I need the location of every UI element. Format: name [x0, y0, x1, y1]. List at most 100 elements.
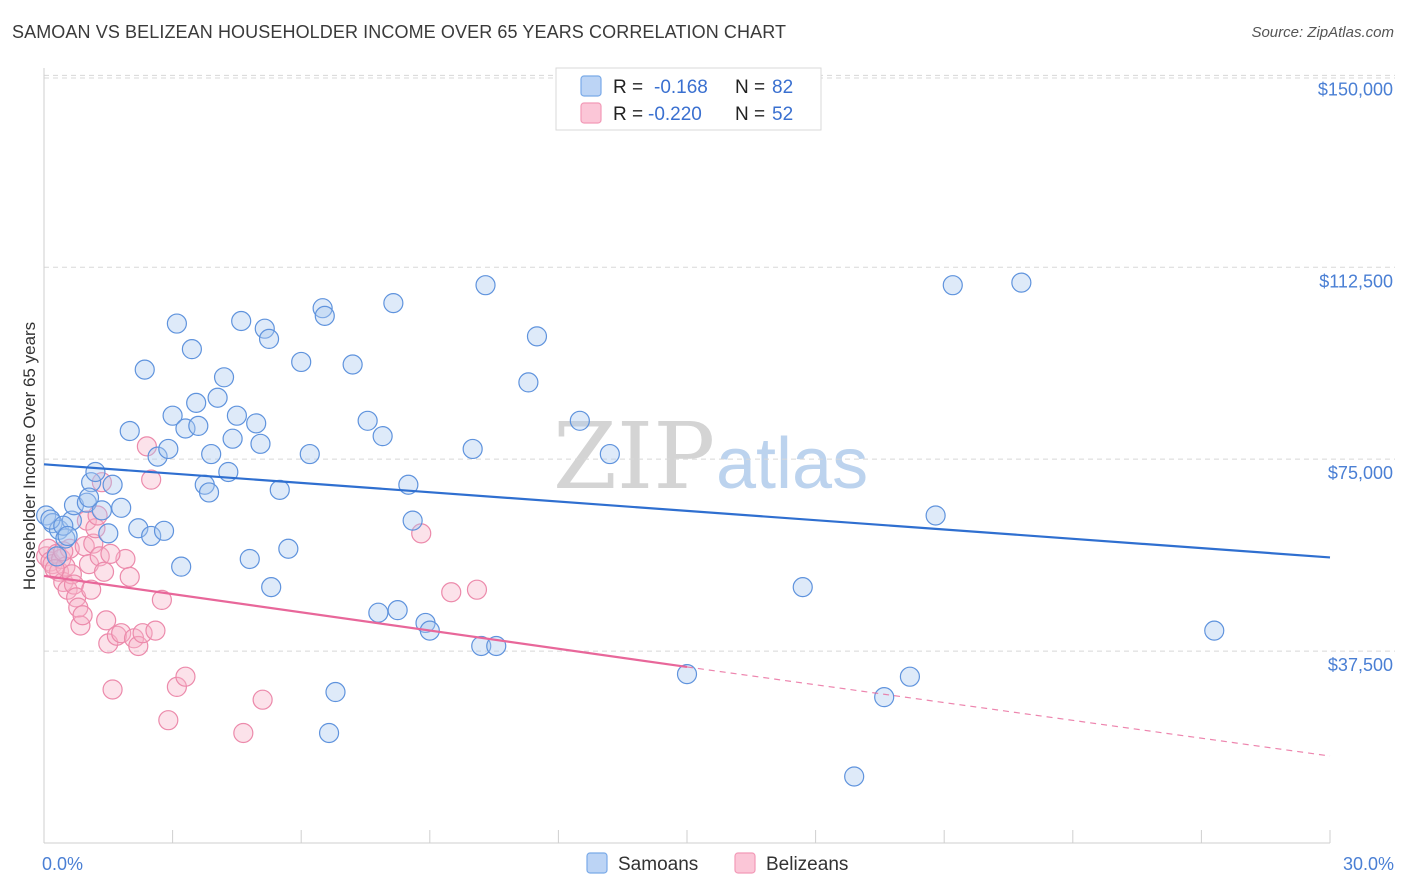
samoan-point: [53, 515, 74, 536]
y-tick-label: $150,000: [1318, 79, 1393, 99]
belizean-point: [128, 635, 149, 657]
samoan-point: [213, 367, 235, 388]
samoan-point: [792, 577, 813, 598]
belizean-point: [132, 623, 153, 644]
y-axis-label: Householder Income Over 65 years: [20, 322, 39, 590]
legend-r-value-belizeans: -0.220: [648, 104, 702, 125]
samoan-point: [166, 313, 187, 334]
chart-title: SAMOAN VS BELIZEAN HOUSEHOLDER INCOME OV…: [12, 22, 787, 42]
belizean-point: [72, 605, 93, 626]
samoan-point: [91, 500, 112, 521]
samoan-point: [98, 523, 119, 544]
belizeans-trend-line: [43, 574, 688, 669]
legend-r-value-samoans: -0.168: [654, 77, 708, 98]
samoans-trend-line: [43, 463, 1331, 559]
legend-n-value-samoans: 82: [772, 77, 793, 98]
samoan-point: [1204, 620, 1225, 641]
samoan-point: [231, 310, 252, 332]
samoan-point: [46, 546, 67, 567]
samoan-point: [222, 428, 243, 449]
belizean-point: [141, 469, 162, 490]
samoan-point: [186, 392, 207, 413]
x-tick-label-min: 0.0%: [42, 854, 83, 874]
samoan-point: [40, 509, 61, 530]
samoan-point: [119, 420, 140, 442]
belizeans-trend-extension: [686, 666, 1331, 757]
samoans-points: [36, 272, 1225, 787]
bottom-legend-swatch-samoans: [586, 852, 608, 874]
belizean-point: [175, 666, 196, 687]
samoan-point: [158, 438, 179, 460]
samoan-point: [471, 635, 492, 657]
samoan-point: [102, 474, 123, 495]
samoan-point: [201, 443, 222, 465]
samoan-point: [246, 413, 267, 434]
watermark-zip: ZIP: [553, 403, 715, 510]
bottom-legend-swatch-belizeans: [734, 852, 756, 874]
belizean-point: [83, 533, 104, 554]
legend-n-value-belizeans: 52: [772, 104, 793, 125]
samoan-point: [147, 446, 168, 467]
y-tick-label: $112,500: [1319, 271, 1393, 291]
samoan-point: [57, 525, 78, 547]
samoan-point: [325, 681, 346, 703]
belizean-point: [119, 566, 140, 587]
belizean-point: [252, 689, 273, 710]
samoan-point: [599, 443, 620, 465]
belizean-point: [44, 559, 65, 580]
belizean-point: [145, 620, 166, 641]
samoan-point: [942, 275, 963, 296]
belizean-point: [441, 582, 462, 603]
samoan-point: [314, 305, 335, 326]
samoan-point: [171, 556, 192, 577]
belizean-point: [93, 561, 115, 582]
samoan-point: [134, 359, 155, 380]
legend-swatch-belizeans: [580, 102, 602, 124]
belizean-point: [96, 610, 117, 631]
samoan-point: [462, 438, 483, 460]
samoan-point: [299, 443, 320, 465]
samoan-point: [128, 518, 149, 539]
samoan-point: [226, 405, 247, 426]
samoan-point: [899, 666, 921, 687]
belizean-point: [70, 615, 91, 636]
samoan-point: [261, 577, 282, 598]
samoan-point: [269, 479, 290, 500]
belizean-point: [166, 676, 187, 698]
axes: [43, 68, 1331, 844]
samoan-point: [254, 318, 275, 339]
belizean-point: [102, 679, 123, 700]
belizean-point: [233, 722, 254, 744]
samoan-point: [85, 461, 106, 483]
samoan-point: [526, 326, 548, 347]
samoan-point: [111, 497, 132, 518]
x-tick-labels: 0.0% 30.0%: [42, 854, 1394, 874]
samoan-point: [569, 410, 590, 431]
samoan-point: [258, 328, 280, 350]
samoan-point: [198, 482, 220, 503]
belizean-point: [158, 710, 179, 731]
x-tick-label-max: 30.0%: [1343, 854, 1394, 874]
samoan-point: [874, 687, 895, 708]
source-credit: Source: ZipAtlas.com: [1251, 24, 1394, 41]
samoan-point: [239, 548, 260, 570]
samoan-point: [402, 510, 423, 531]
correlation-legend: R = -0.168 N = 82 R = -0.220 N = 52: [555, 67, 822, 131]
bottom-legend-samoans: Samoans: [618, 854, 698, 875]
belizean-point: [111, 623, 132, 644]
samoan-point: [181, 339, 202, 360]
legend-swatch-samoans: [580, 75, 602, 97]
samoan-point: [278, 538, 299, 559]
samoan-point: [81, 472, 102, 493]
belizean-point: [100, 543, 121, 564]
belizean-point: [466, 579, 488, 600]
samoan-point: [387, 600, 408, 621]
samoan-point: [207, 387, 228, 408]
samoan-point: [250, 433, 271, 454]
belizean-point: [136, 436, 157, 457]
belizean-point: [151, 589, 172, 611]
samoan-point: [676, 664, 698, 685]
samoan-point: [844, 766, 865, 787]
legend-n-label-samoans: N =: [735, 77, 765, 98]
